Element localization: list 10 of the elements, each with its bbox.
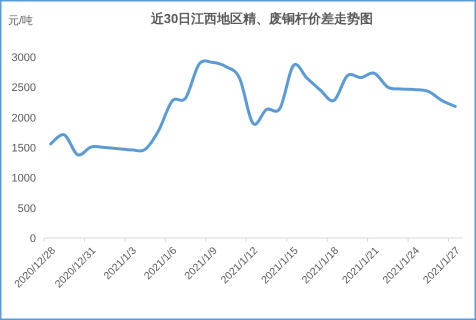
y-tick-label: 500 (18, 202, 36, 215)
y-tick-label: 2000 (12, 112, 36, 124)
y-tick-label: 1000 (12, 172, 36, 185)
y-tick-label: 2500 (12, 82, 36, 94)
y-tick-label: 0 (30, 233, 36, 245)
y-axis-title: 元/吨 (8, 14, 34, 27)
line-series (49, 60, 457, 156)
chart-title: 近30日江西地区精、废铜杆价差走势图 (150, 11, 374, 26)
y-tick-label: 3000 (12, 52, 36, 64)
y-tick-label: 1500 (12, 142, 36, 154)
